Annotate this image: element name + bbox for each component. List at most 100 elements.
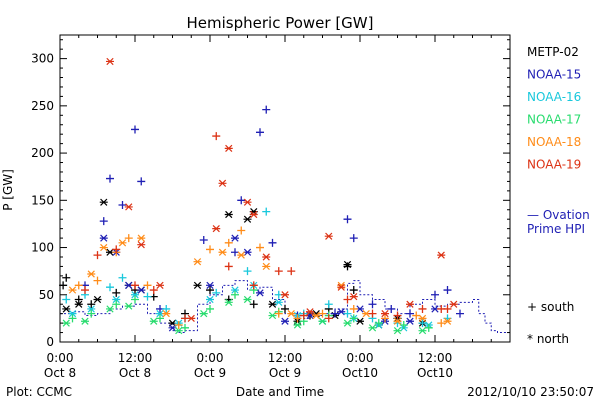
south-point xyxy=(112,300,121,309)
south-point xyxy=(118,201,127,210)
north-point xyxy=(137,241,146,249)
south-point xyxy=(231,290,239,299)
south-point xyxy=(124,234,133,243)
north-point xyxy=(224,210,233,219)
south-point xyxy=(431,290,439,299)
south-point xyxy=(87,309,96,318)
north-point xyxy=(243,198,252,206)
south-point xyxy=(99,217,108,226)
south-point xyxy=(112,245,121,254)
north-point xyxy=(243,248,252,256)
south-point xyxy=(343,295,352,304)
south-point xyxy=(181,323,189,332)
north-point xyxy=(337,308,346,316)
north-point xyxy=(231,234,239,242)
north-point xyxy=(243,215,252,223)
north-point xyxy=(337,283,346,291)
south-point xyxy=(399,320,408,329)
south-point xyxy=(418,304,427,313)
north-point xyxy=(293,321,302,329)
south-point xyxy=(249,281,258,290)
south-point xyxy=(143,292,152,301)
south-point xyxy=(256,243,264,252)
x-tick-day-label: Oct 9 xyxy=(194,366,226,380)
north-point xyxy=(212,225,221,233)
south-point xyxy=(231,248,239,257)
south-point xyxy=(368,309,377,318)
x-tick-day-label: Oct10 xyxy=(417,366,453,380)
north-point xyxy=(237,251,246,259)
south-point xyxy=(199,235,208,244)
south-point xyxy=(368,300,377,309)
south-point xyxy=(237,226,246,235)
north-point xyxy=(149,317,158,325)
south-point xyxy=(212,288,221,297)
y-tick-label: 0 xyxy=(46,335,54,349)
legend-entry-noaa-19: NOAA-19 xyxy=(527,158,581,172)
north-point xyxy=(68,310,77,318)
south-point xyxy=(118,273,127,282)
south-point xyxy=(406,309,414,318)
south-point xyxy=(62,273,71,282)
north-point xyxy=(262,262,271,271)
north-point xyxy=(99,234,108,242)
x-tick-day-label: Oct 8 xyxy=(44,366,76,380)
south-point xyxy=(343,309,352,318)
series-noaa-17 xyxy=(62,286,433,335)
north-point xyxy=(274,298,283,306)
x-tick-time-label: 12:00 xyxy=(118,351,153,365)
north-point xyxy=(393,317,402,325)
y-tick-label: 200 xyxy=(31,146,54,160)
south-point xyxy=(437,319,446,328)
north-point xyxy=(443,317,452,325)
south-point xyxy=(349,304,358,313)
ovation-label-line2: Prime HPI xyxy=(527,222,585,236)
south-point xyxy=(343,262,352,271)
north-point xyxy=(268,300,277,308)
north-point xyxy=(162,310,171,318)
north-point xyxy=(193,281,202,289)
north-point xyxy=(287,310,296,318)
north-point xyxy=(124,302,133,310)
south-point xyxy=(243,267,252,276)
south-point xyxy=(62,295,71,304)
north-point xyxy=(218,248,227,256)
y-tick-label: 300 xyxy=(31,52,54,66)
north-point xyxy=(249,210,258,219)
north-point xyxy=(349,293,358,301)
legend-entry-noaa-15: NOAA-15 xyxy=(527,68,581,82)
south-point xyxy=(149,286,158,295)
north-point xyxy=(224,144,233,152)
north-point xyxy=(118,239,127,247)
south-point xyxy=(324,300,333,309)
series-noaa-19 xyxy=(81,57,458,323)
south-point xyxy=(281,304,289,313)
north-point xyxy=(306,308,314,316)
x-tick-time-label: 0:00 xyxy=(47,351,74,365)
x-tick-time-label: 0:00 xyxy=(197,351,224,365)
south-point xyxy=(387,304,396,313)
x-tick-time-label: 12:00 xyxy=(268,351,303,365)
south-point xyxy=(456,309,464,318)
x-tick-day-label: Oct 8 xyxy=(119,366,151,380)
series-metp-02 xyxy=(59,198,427,329)
north-point xyxy=(281,291,289,299)
south-point xyxy=(206,286,214,295)
north-point xyxy=(112,295,121,304)
north-point xyxy=(124,203,133,211)
plot-area xyxy=(59,34,511,343)
south-point xyxy=(87,300,96,309)
north-point xyxy=(268,311,277,320)
south-point xyxy=(137,177,146,186)
south-point xyxy=(224,262,233,271)
south-point xyxy=(318,309,327,318)
south-point xyxy=(256,128,264,137)
north-point xyxy=(106,305,114,313)
legend-south-symbol: + south xyxy=(527,300,574,314)
north-point xyxy=(224,298,233,306)
series-legend: METP-02 NOAA-15 NOAA-16 NOAA-17 NOAA-18 NOAA-… xyxy=(527,45,581,172)
north-point xyxy=(324,232,333,240)
south-point xyxy=(112,288,121,297)
north-point xyxy=(312,311,321,320)
